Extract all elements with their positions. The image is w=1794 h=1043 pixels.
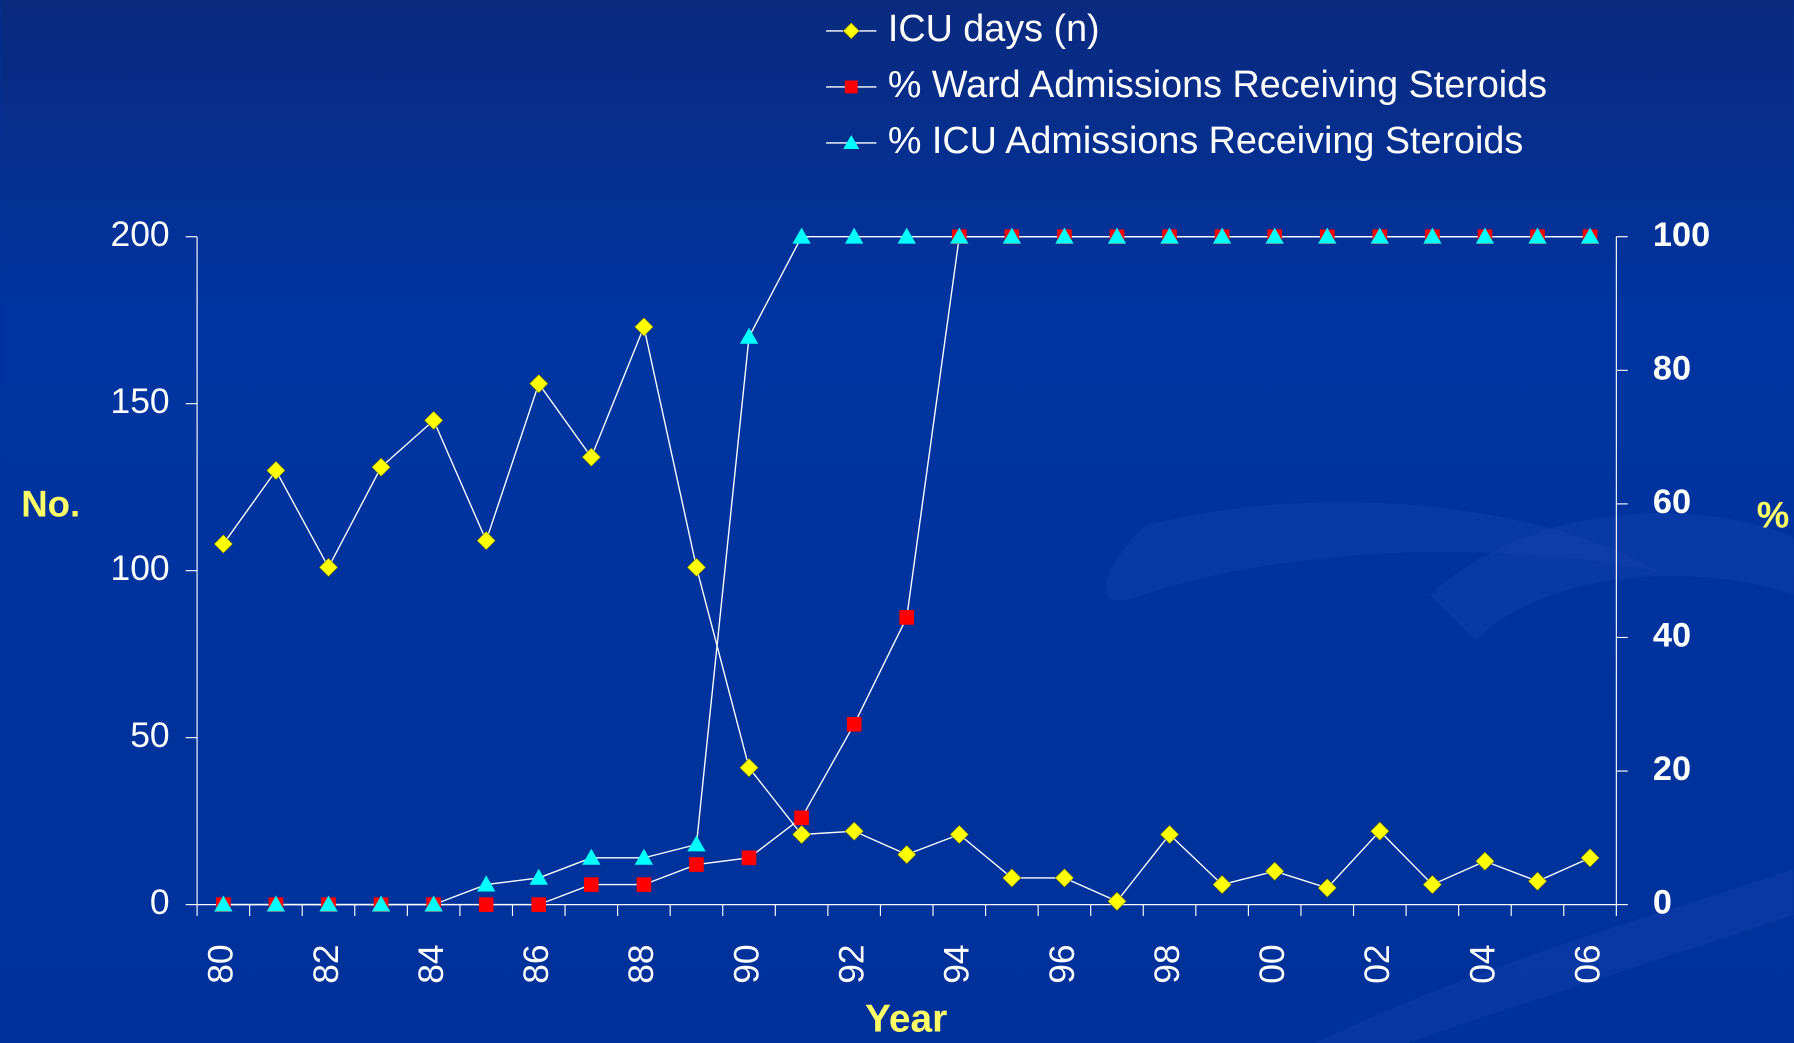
y2-axis-title: %	[1757, 495, 1790, 536]
y2-tick-label: 40	[1653, 617, 1691, 655]
x-tick-label: 04	[1462, 944, 1502, 983]
data-point	[899, 610, 914, 625]
x-tick-label: 94	[937, 944, 977, 983]
chart: No. % Year 05010015020002040608010080828…	[0, 0, 1794, 1043]
y-tick-label: 0	[150, 882, 170, 922]
y-axis-title: No.	[21, 483, 80, 524]
data-point	[531, 897, 546, 912]
data-point	[847, 717, 862, 732]
page: {"chart_data": { "type": "line", "catego…	[0, 0, 1794, 1043]
y-tick-label: 200	[111, 214, 170, 254]
data-point	[689, 857, 704, 872]
x-tick-label: 96	[1042, 944, 1082, 983]
x-tick-label: 06	[1567, 944, 1607, 983]
y2-tick-label: 60	[1653, 483, 1691, 521]
x-tick-label: 98	[1147, 944, 1187, 983]
x-axis-title: Year	[865, 998, 947, 1041]
y2-tick-label: 20	[1653, 750, 1691, 788]
x-tick-label: 80	[201, 944, 241, 983]
x-tick-label: 82	[306, 944, 346, 983]
x-tick-label: 00	[1252, 944, 1292, 983]
x-tick-label: 84	[411, 944, 451, 983]
data-point	[479, 897, 494, 912]
legend-label: ICU days (n)	[888, 7, 1100, 49]
data-point	[794, 810, 809, 825]
y2-tick-label: 80	[1653, 349, 1691, 387]
x-tick-label: 02	[1357, 944, 1397, 983]
x-tick-label: 90	[726, 944, 766, 983]
legend-label: % ICU Admissions Receiving Steroids	[888, 119, 1523, 161]
data-point	[742, 851, 757, 866]
y2-tick-label: 100	[1653, 216, 1710, 254]
y-tick-label: 50	[130, 715, 169, 755]
y-tick-label: 150	[111, 381, 170, 421]
x-tick-label: 88	[621, 944, 661, 983]
data-point	[637, 877, 652, 892]
x-tick-label: 86	[516, 944, 556, 983]
y-tick-label: 100	[111, 548, 170, 588]
legend-marker	[845, 81, 858, 94]
legend-label: % Ward Admissions Receiving Steroids	[888, 63, 1547, 105]
data-point	[584, 877, 599, 892]
x-tick-label: 92	[832, 944, 872, 983]
y2-tick-label: 0	[1653, 884, 1672, 922]
